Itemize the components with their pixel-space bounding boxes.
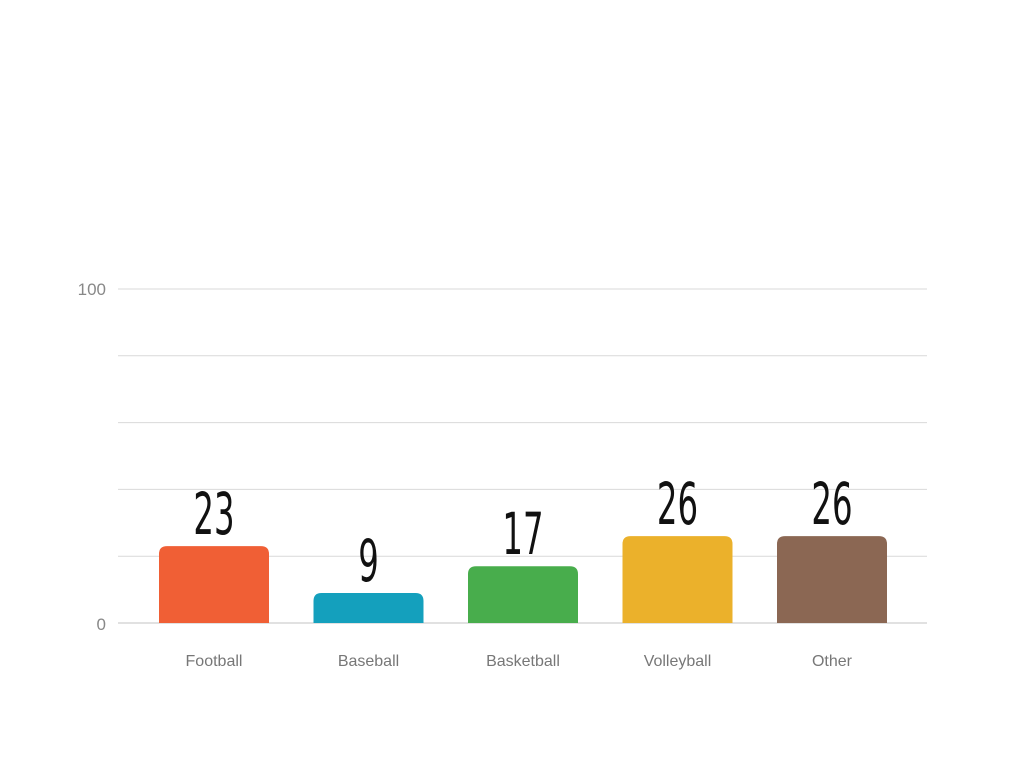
x-axis-labels: Football Baseball Basketball Volleyball Othe… bbox=[186, 653, 853, 670]
x-tick-label-football: Football bbox=[186, 653, 243, 670]
x-tick-label-baseball: Baseball bbox=[338, 653, 399, 670]
x-tick-label-other: Other bbox=[812, 653, 853, 670]
y-tick-label-min: 0 bbox=[97, 615, 106, 634]
y-axis-labels: 100 0 bbox=[78, 280, 106, 634]
value-label-baseball: 9 bbox=[358, 528, 379, 595]
value-label-football: 23 bbox=[193, 481, 234, 548]
x-tick-label-volleyball: Volleyball bbox=[644, 653, 712, 670]
value-labels: 23 9 17 26 26 bbox=[193, 471, 852, 595]
bar-baseball bbox=[313, 592, 424, 623]
x-tick-label-basketball: Basketball bbox=[486, 653, 560, 670]
value-label-volleyball: 26 bbox=[657, 471, 698, 538]
value-label-basketball: 17 bbox=[502, 501, 543, 568]
bar-other bbox=[777, 536, 887, 623]
y-tick-label-max: 100 bbox=[78, 280, 106, 299]
bar-basketball bbox=[468, 566, 578, 623]
bar-volleyball bbox=[622, 536, 733, 623]
bars bbox=[159, 536, 887, 623]
value-label-other: 26 bbox=[811, 471, 852, 538]
bar-football bbox=[159, 546, 269, 623]
